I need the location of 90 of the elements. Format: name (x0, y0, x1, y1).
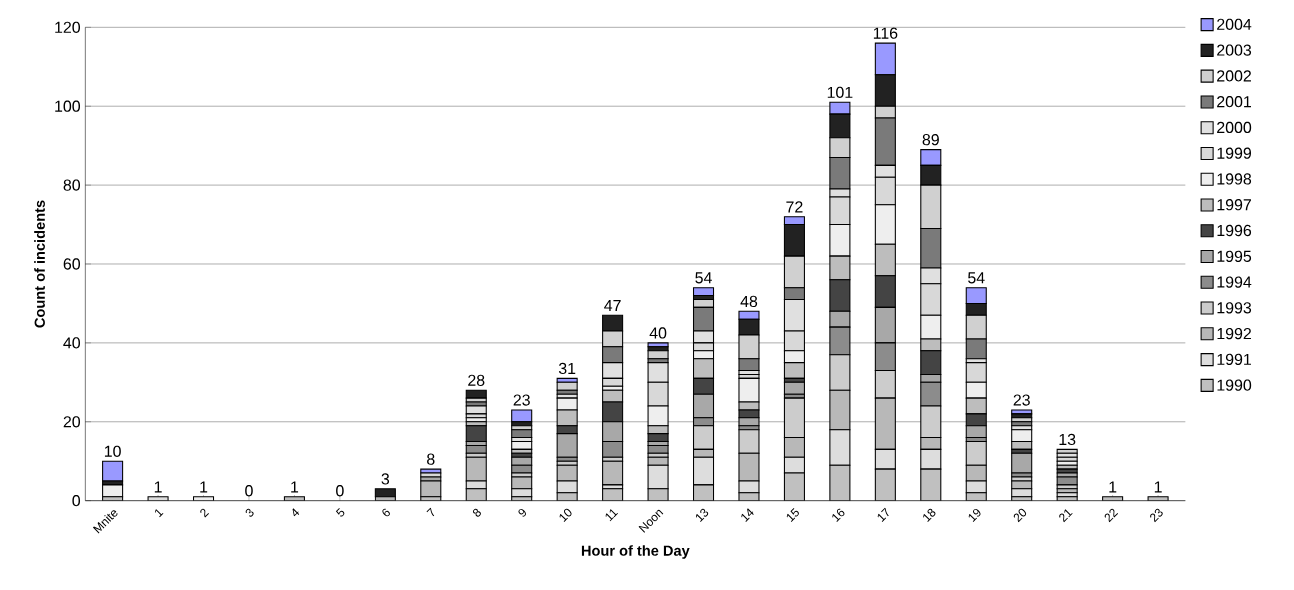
legend-label: 1996 (1217, 224, 1252, 237)
total-label: 54 (695, 272, 712, 284)
legend-label: 1994 (1217, 276, 1252, 288)
x-tick-label: 11 (605, 509, 619, 522)
total-label: 1 (154, 481, 162, 493)
total-label: 8 (427, 453, 435, 465)
total-label: 31 (558, 362, 576, 375)
x-tick-label: 22 (1104, 508, 1119, 523)
legend-label: 1995 (1217, 250, 1252, 262)
total-label: 3 (381, 473, 390, 485)
x-tick-label: 19 (968, 508, 981, 522)
bar (647, 444, 669, 454)
x-tick-label: 2 (200, 508, 209, 518)
y-tick-label: 60 (63, 258, 81, 270)
total-label: 1 (1154, 481, 1162, 493)
legend-label: 2001 (1217, 96, 1251, 108)
legend-label: 2004 (1217, 18, 1252, 30)
bar (965, 440, 987, 466)
bar (465, 405, 487, 415)
bar (874, 397, 896, 450)
bar (1011, 452, 1033, 474)
legend-label: 1997 (1217, 199, 1251, 211)
total-label: 0 (245, 485, 253, 497)
bar (783, 381, 805, 395)
y-tick-label: 0 (72, 495, 81, 507)
bar (647, 433, 669, 443)
legend-label: 2002 (1217, 70, 1251, 82)
total-label: 23 (513, 394, 530, 406)
total-label: 40 (649, 327, 667, 339)
bar (783, 397, 805, 439)
total-label: 72 (786, 201, 803, 213)
total-label: 116 (873, 27, 898, 39)
legend-label: 1990 (1217, 379, 1252, 391)
bar (965, 362, 987, 383)
y-axis-title: Count of incidents (34, 200, 45, 328)
bar (102, 460, 124, 482)
legend-label: 1993 (1217, 302, 1252, 314)
bar (556, 381, 578, 391)
total-label: 48 (740, 295, 758, 308)
x-tick-label: 21 (1059, 509, 1073, 523)
legend-label: 1991 (1217, 353, 1251, 365)
total-label: 23 (1013, 394, 1030, 406)
total-label: 28 (468, 374, 485, 386)
y-tick-label: 40 (63, 337, 81, 349)
x-tick-label: 14 (741, 508, 754, 522)
x-tick-label: 18 (923, 508, 936, 522)
total-label: 1 (291, 481, 299, 493)
total-label: 54 (968, 272, 985, 284)
x-tick-label: 20 (1013, 508, 1027, 523)
bar (738, 429, 760, 454)
x-tick-label: 3 (245, 508, 254, 517)
x-tick-label: 1 (155, 509, 164, 518)
total-label: 1 (200, 481, 208, 493)
total-label: 89 (922, 134, 939, 146)
bar (783, 437, 805, 458)
bar (465, 425, 487, 443)
x-tick-label: 4 (292, 508, 300, 517)
y-tick-label: 120 (55, 21, 81, 33)
bar (874, 243, 896, 277)
total-label: 13 (1059, 433, 1076, 446)
x-tick-label: 13 (695, 508, 709, 522)
x-tick-label: 5 (335, 508, 345, 517)
x-tick-label: 15 (786, 508, 799, 522)
x-tick-label: 8 (472, 508, 481, 517)
x-tick-label: 6 (382, 508, 390, 517)
total-label: 1 (1109, 481, 1117, 493)
x-axis-title: Hour of the Day (581, 545, 690, 559)
x-tick-label: 23 (1150, 508, 1163, 523)
legend-label: 1999 (1217, 147, 1252, 159)
total-label: 47 (604, 300, 621, 312)
bar (874, 204, 896, 245)
bar (647, 350, 669, 360)
bar (692, 287, 715, 297)
total-label: 0 (336, 485, 344, 497)
bar (692, 358, 715, 379)
bar (511, 409, 533, 423)
legend-label: 2000 (1217, 121, 1252, 134)
legend-label: 1992 (1217, 327, 1251, 340)
x-tick-label: 7 (426, 507, 435, 517)
legend-label: 1998 (1217, 173, 1252, 185)
y-tick-label: 100 (55, 100, 81, 112)
y-tick-label: 20 (63, 416, 81, 428)
total-label: 101 (827, 86, 853, 98)
x-tick-label: 16 (832, 508, 845, 522)
total-label: 10 (104, 445, 121, 457)
x-tick-label: 17 (877, 507, 889, 522)
y-tick-label: 80 (63, 179, 81, 191)
legend-label: 2003 (1217, 44, 1252, 56)
x-tick-label: 9 (518, 508, 526, 517)
x-tick-label: 10 (559, 508, 572, 522)
